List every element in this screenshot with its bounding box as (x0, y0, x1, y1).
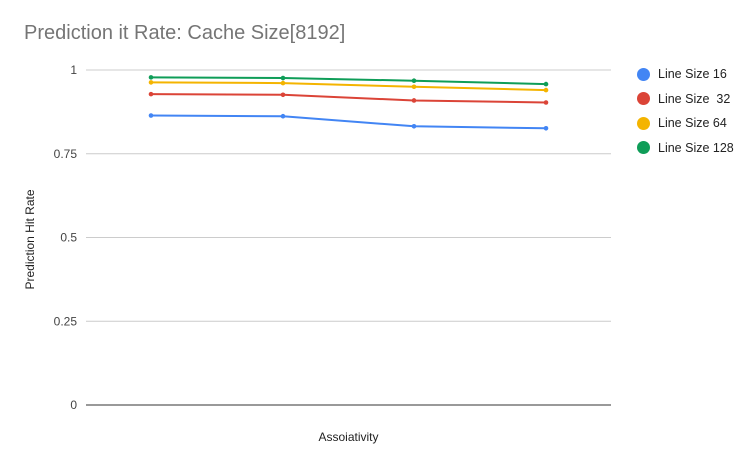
chart-title: Prediction it Rate: Cache Size[8192] (24, 22, 346, 44)
data-point (543, 100, 549, 105)
legend-label: Line Size 128 (658, 140, 734, 155)
legend-item: Line Size 128 (637, 136, 734, 161)
data-point (280, 75, 286, 81)
data-point (148, 113, 154, 118)
y-tick-label: 0.5 (60, 231, 77, 245)
legend-item: Line Size 16 (637, 62, 734, 87)
legend-label: Line Size 64 (658, 116, 727, 131)
y-tick-label: 0 (70, 398, 77, 412)
series-line-3 (150, 81, 547, 92)
data-point (411, 98, 417, 103)
data-point (543, 87, 549, 93)
legend-item: Line Size 32 (637, 87, 734, 112)
series-line-2 (150, 93, 547, 104)
y-tick-label: 1 (70, 63, 77, 77)
data-point (280, 80, 286, 86)
y-axis-title: Prediction Hit Rate (23, 189, 37, 289)
data-point (543, 81, 549, 87)
data-point (411, 78, 417, 84)
legend-label: Line Size 16 (658, 67, 727, 82)
legend-swatch (637, 116, 650, 130)
series-line-4 (150, 76, 547, 86)
legend: Line Size 16 Line Size 32 Line Size 64 Line… (637, 62, 734, 160)
y-tick-label: 0.25 (54, 314, 78, 328)
legend-label: Line Size 32 (658, 91, 731, 106)
legend-item: Line Size 64 (637, 111, 734, 136)
legend-swatch (637, 92, 650, 106)
data-point (411, 123, 417, 129)
data-point (280, 113, 286, 119)
y-tick-label: 0.75 (54, 147, 78, 161)
data-point (543, 125, 549, 131)
legend-swatch (637, 67, 650, 81)
legend-swatch (637, 141, 650, 155)
x-axis-title: Assoiativity (318, 430, 378, 444)
data-point (148, 91, 154, 97)
data-point (280, 92, 286, 98)
series-line-1 (150, 114, 547, 130)
data-point (148, 80, 154, 85)
data-point (411, 84, 417, 90)
data-point (148, 75, 154, 80)
